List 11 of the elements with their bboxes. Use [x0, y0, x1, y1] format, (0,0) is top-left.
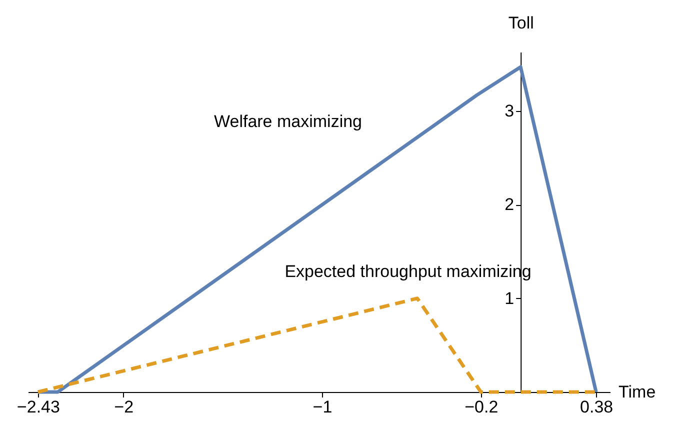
y-tick-label: 1	[504, 288, 514, 308]
y-axis-title: Toll	[508, 14, 534, 32]
x-tick-label: −2	[114, 398, 134, 416]
x-tick-label: 0.38	[580, 398, 614, 416]
annotation: Welfare maximizing	[214, 112, 362, 131]
x-tick-label: −0.2	[464, 398, 498, 416]
y-tick-label: 3	[504, 102, 514, 121]
y-tick-label: 2	[504, 195, 514, 214]
x-tick-label: −1	[312, 398, 332, 416]
x-tick-label: −2.43	[16, 398, 60, 416]
x-axis-title: Time	[618, 382, 656, 402]
